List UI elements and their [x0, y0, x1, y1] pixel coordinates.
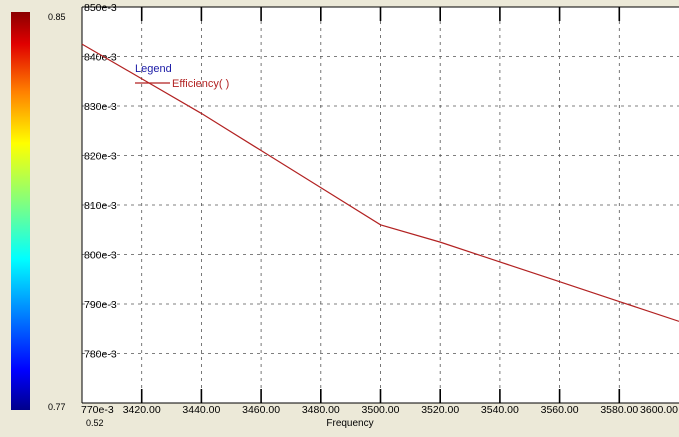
x-tick-label: 3600.00 [640, 404, 678, 416]
y-origin-label: 770e-3 [81, 404, 114, 416]
x-tick-label: 3460.00 [242, 404, 280, 416]
colorbar-max-label: 0.85 [48, 12, 66, 22]
x-tick-labels: 3420.00 3440.00 3460.00 3480.00 3500.00 3520.… [123, 404, 678, 416]
x-axis-label: Frequency [326, 418, 373, 429]
series-group [81, 43, 679, 322]
legend-title: Legend [135, 63, 172, 75]
tick-marks [140, 7, 621, 403]
x-tick-label: 3520.00 [421, 404, 459, 416]
y-tick-label: 810e-3 [84, 200, 117, 212]
legend-entry-efficiency: Efficiency( ) [172, 78, 229, 90]
x-tick-label: 3500.00 [362, 404, 400, 416]
x-tick-label: 3420.00 [123, 404, 161, 416]
x-tick-label: 3560.00 [541, 404, 579, 416]
y-tick-label: 820e-3 [84, 151, 117, 163]
colorbar-bottom-label: 0.52 [86, 418, 104, 428]
x-tick-label: 3480.00 [302, 404, 340, 416]
colorbar [11, 12, 30, 410]
x-tick-label: 3580.00 [600, 404, 638, 416]
series-line-efficiency [81, 43, 679, 322]
y-tick-label: 800e-3 [84, 250, 117, 262]
y-tick-label: 790e-3 [84, 299, 117, 311]
y-tick-label: 840e-3 [84, 52, 117, 64]
y-tick-label: 850e-3 [84, 2, 117, 14]
y-tick-labels: 780e-3 790e-3 800e-3 810e-3 820e-3 830e-3 840e… [84, 2, 117, 361]
y-tick-label: 780e-3 [84, 349, 117, 361]
grid [82, 7, 679, 403]
y-tick-label: 830e-3 [84, 101, 117, 113]
legend: Legend Efficiency( ) [135, 63, 229, 90]
x-tick-label: 3440.00 [182, 404, 220, 416]
colorbar-min-label: 0.77 [48, 402, 66, 412]
x-tick-label: 3540.00 [481, 404, 519, 416]
